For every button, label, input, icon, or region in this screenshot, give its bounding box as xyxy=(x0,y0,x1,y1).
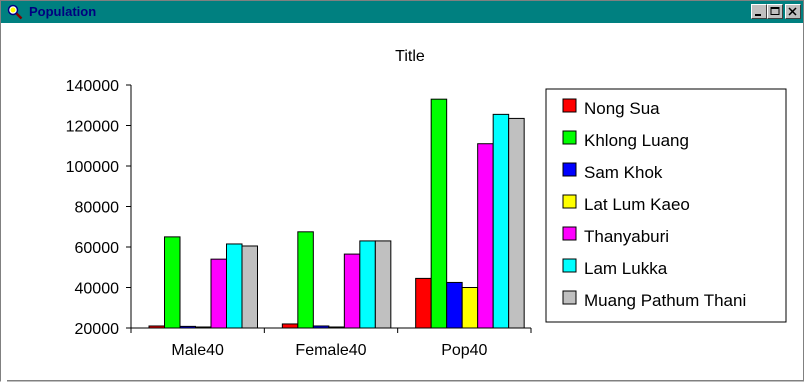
minimize-icon xyxy=(755,14,761,16)
y-tick-label: 140000 xyxy=(66,78,119,95)
chart-axes: 20000 40000 60000 80000 100000 120000 140000 Ma… xyxy=(66,78,532,359)
bar-sam-khok-pop40 xyxy=(446,281,463,329)
legend-swatch xyxy=(562,258,577,273)
bar-lam-lukka-male40 xyxy=(226,243,243,329)
bar-thanyaburi-male40 xyxy=(210,258,227,329)
y-tick-label: 100000 xyxy=(66,159,119,176)
legend-swatch xyxy=(562,98,577,113)
bar-chart: Title 20000 40000 60000 80000 100000 120000 14… xyxy=(66,48,787,359)
title-bar[interactable]: Population xyxy=(1,1,803,23)
chart-title: Title xyxy=(395,48,425,65)
bar-khlong-luang-pop40 xyxy=(430,98,448,329)
y-tick-label: 120000 xyxy=(66,119,119,136)
minimize-button[interactable] xyxy=(751,4,767,19)
legend-swatch xyxy=(562,194,577,209)
bar-nong-sua-pop40 xyxy=(415,277,432,329)
bar-lat-lum-kaeo-female40 xyxy=(328,326,345,329)
bar-sam-khok-male40 xyxy=(179,325,196,329)
legend-label: Muang Pathum Thani xyxy=(584,291,746,310)
bar-muang-pathum-thani-pop40 xyxy=(508,117,525,329)
y-tick-label: 20000 xyxy=(75,321,120,338)
legend-label: Thanyaburi xyxy=(584,227,669,246)
legend-swatch xyxy=(562,162,577,177)
close-icon xyxy=(788,7,797,16)
bar-thanyaburi-female40 xyxy=(343,253,361,329)
legend-swatch xyxy=(562,130,577,145)
legend-label: Lat Lum Kaeo xyxy=(584,195,690,214)
legend-label: Khlong Luang xyxy=(584,131,689,150)
bar-lat-lum-kaeo-male40 xyxy=(195,326,212,329)
bar-nong-sua-male40 xyxy=(148,325,165,329)
legend-swatch xyxy=(562,226,577,241)
legend-label: Lam Lukka xyxy=(584,259,668,278)
maximize-button[interactable] xyxy=(767,4,783,19)
y-tick-label: 40000 xyxy=(75,281,120,298)
legend-label: Nong Sua xyxy=(584,99,660,118)
chart-bars xyxy=(148,98,525,329)
bar-khlong-luang-male40 xyxy=(164,236,181,329)
bar-sam-khok-female40 xyxy=(312,325,330,329)
maximize-icon xyxy=(770,7,780,15)
window-title: Population xyxy=(29,4,97,19)
legend-label: Sam Khok xyxy=(584,163,663,182)
magnifier-icon xyxy=(7,4,23,20)
bar-thanyaburi-pop40 xyxy=(477,143,494,329)
bar-nong-sua-female40 xyxy=(281,323,299,329)
x-tick-label: Male40 xyxy=(171,342,224,359)
y-tick-label: 80000 xyxy=(75,200,120,217)
x-tick-label: Pop40 xyxy=(441,342,487,359)
legend-box xyxy=(545,88,787,323)
bar-khlong-luang-female40 xyxy=(297,231,314,329)
bar-muang-pathum-thani-male40 xyxy=(241,245,258,329)
bar-muang-pathum-thani-female40 xyxy=(374,240,392,329)
x-tick-label: Female40 xyxy=(295,342,366,359)
legend-swatch xyxy=(562,290,577,305)
bar-lam-lukka-pop40 xyxy=(492,113,510,329)
close-button[interactable] xyxy=(785,4,801,19)
bar-lam-lukka-female40 xyxy=(359,240,376,329)
chart-area: Title 20000 40000 60000 80000 100000 120000 14… xyxy=(7,23,799,377)
bar-lat-lum-kaeo-pop40 xyxy=(461,287,479,329)
y-tick-label: 60000 xyxy=(75,240,120,257)
window-left-edge xyxy=(1,23,7,382)
chart-legend: Nong Sua Khlong Luang Sam Khok Lat Lum Kaeo… xyxy=(545,88,787,323)
